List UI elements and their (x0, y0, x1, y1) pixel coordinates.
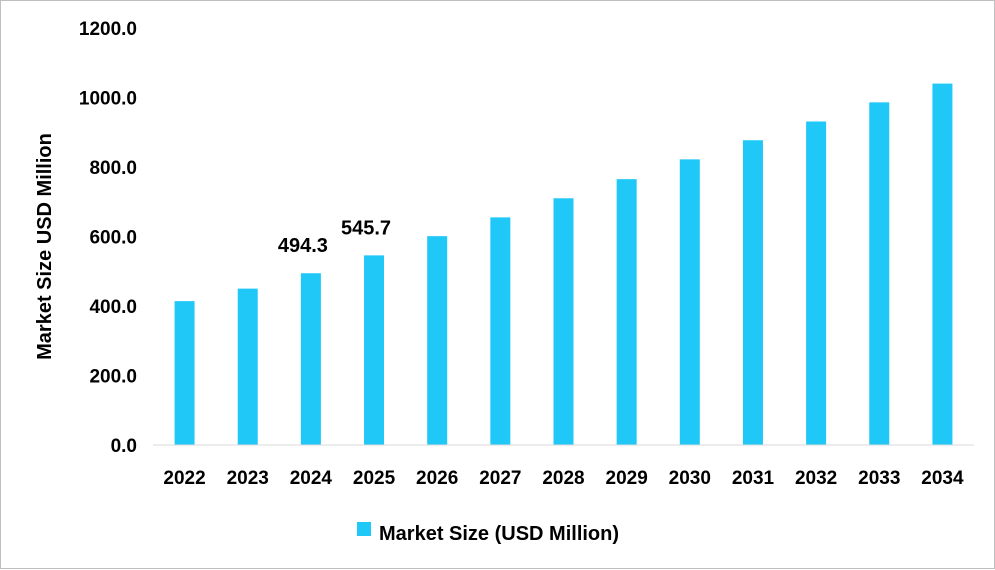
x-tick-label: 2022 (163, 468, 205, 489)
x-tick-label: 2031 (732, 468, 775, 489)
x-tick-label: 2033 (858, 468, 900, 489)
y-tick-label: 1200.0 (79, 19, 137, 40)
bar-2025 (364, 255, 385, 445)
legend-label: Market Size (USD Million) (379, 523, 619, 545)
x-tick-label: 2024 (290, 468, 333, 489)
x-tick-label: 2034 (921, 468, 964, 489)
y-tick-label: 0.0 (111, 436, 137, 457)
data-labels: 494.3 545.7 (278, 217, 391, 257)
bar-2024 (300, 273, 321, 445)
bar-2022 (174, 301, 195, 445)
x-tick-label: 2027 (479, 468, 521, 489)
x-tick-label: 2025 (353, 468, 396, 489)
bar-2023 (237, 288, 258, 445)
y-axis-title: Market Size USD Million (34, 133, 56, 360)
y-axis-ticks: 0.0 200.0 400.0 600.0 800.0 1000.0 1200.0 (79, 19, 137, 457)
bar-2029 (616, 179, 637, 445)
x-tick-label: 2023 (227, 468, 269, 489)
x-tick-label: 2032 (795, 468, 837, 489)
bar-2034 (932, 83, 953, 445)
y-tick-label: 800.0 (89, 158, 137, 179)
y-tick-label: 600.0 (89, 228, 137, 249)
x-tick-label: 2030 (669, 468, 711, 489)
x-axis-ticks: 2022 2023 2024 2025 2026 2027 2028 2029 2030 2031… (163, 468, 964, 489)
y-tick-label: 1000.0 (79, 89, 137, 110)
y-tick-label: 200.0 (89, 367, 137, 388)
data-label-2025: 545.7 (341, 217, 391, 239)
y-tick-label: 400.0 (89, 297, 137, 318)
x-tick-label: 2029 (606, 468, 648, 489)
data-label-2024: 494.3 (278, 235, 328, 257)
x-tick-label: 2026 (416, 468, 458, 489)
bar-2028 (553, 198, 574, 445)
bar-2030 (679, 159, 700, 446)
legend: Market Size (USD Million) (357, 522, 619, 545)
bar-2032 (806, 121, 827, 445)
x-tick-label: 2028 (542, 468, 584, 489)
bars (174, 83, 953, 446)
legend-swatch (357, 522, 371, 536)
bar-2031 (742, 140, 763, 445)
bar-2033 (869, 102, 890, 446)
bar-2027 (490, 217, 511, 445)
bar-2026 (427, 236, 448, 445)
